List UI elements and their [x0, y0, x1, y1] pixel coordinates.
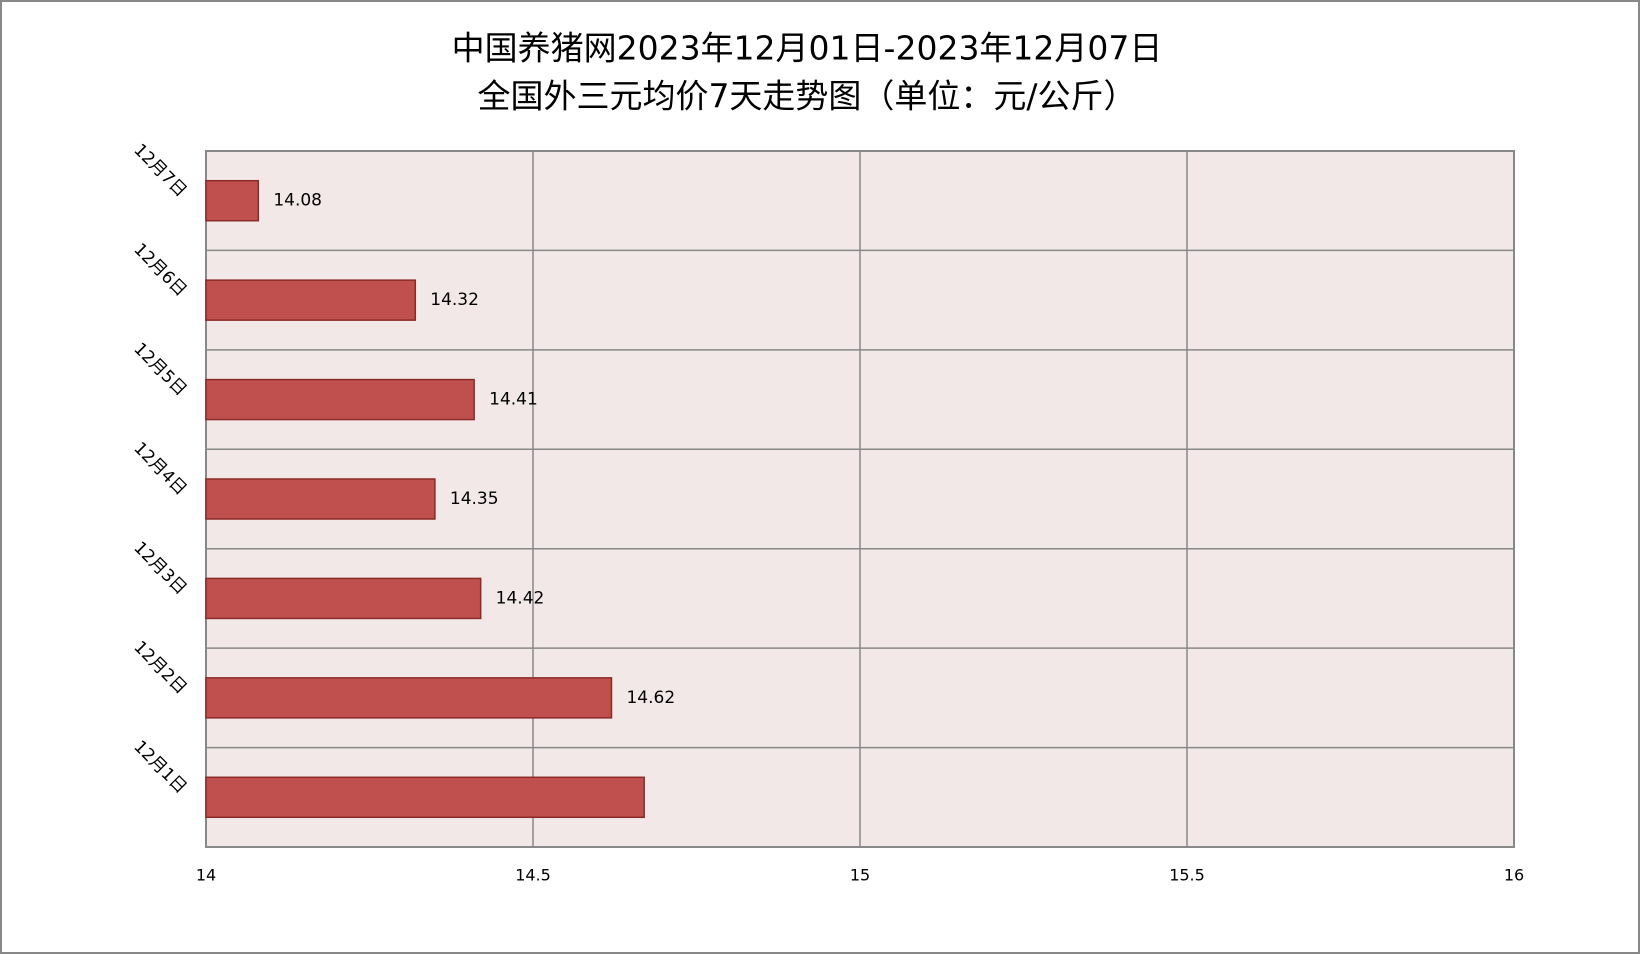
bar — [205, 378, 475, 421]
bar — [205, 279, 417, 321]
x-tick-label: 15.5 — [1169, 866, 1205, 885]
bar — [205, 776, 645, 819]
bar — [205, 677, 613, 719]
chart-title: 中国养猪网2023年12月01日-2023年12月07日 — [452, 29, 1163, 68]
data-label: 14.41 — [489, 390, 538, 410]
x-tick-label: 14 — [196, 866, 216, 885]
bar — [205, 179, 260, 222]
data-label: 14.62 — [626, 688, 675, 708]
bar — [205, 478, 436, 520]
x-tick-label: 15 — [850, 866, 870, 885]
data-label: 14.08 — [273, 191, 322, 211]
bar — [205, 577, 482, 620]
data-label: 14.32 — [430, 290, 479, 310]
x-tick-label: 14.5 — [515, 866, 551, 885]
data-label: 14.35 — [450, 489, 499, 509]
chart-title: 全国外三元均价7天走势图（单位：元/公斤） — [477, 77, 1136, 116]
data-label: 14.42 — [496, 588, 545, 608]
x-tick-label: 16 — [1504, 866, 1524, 885]
